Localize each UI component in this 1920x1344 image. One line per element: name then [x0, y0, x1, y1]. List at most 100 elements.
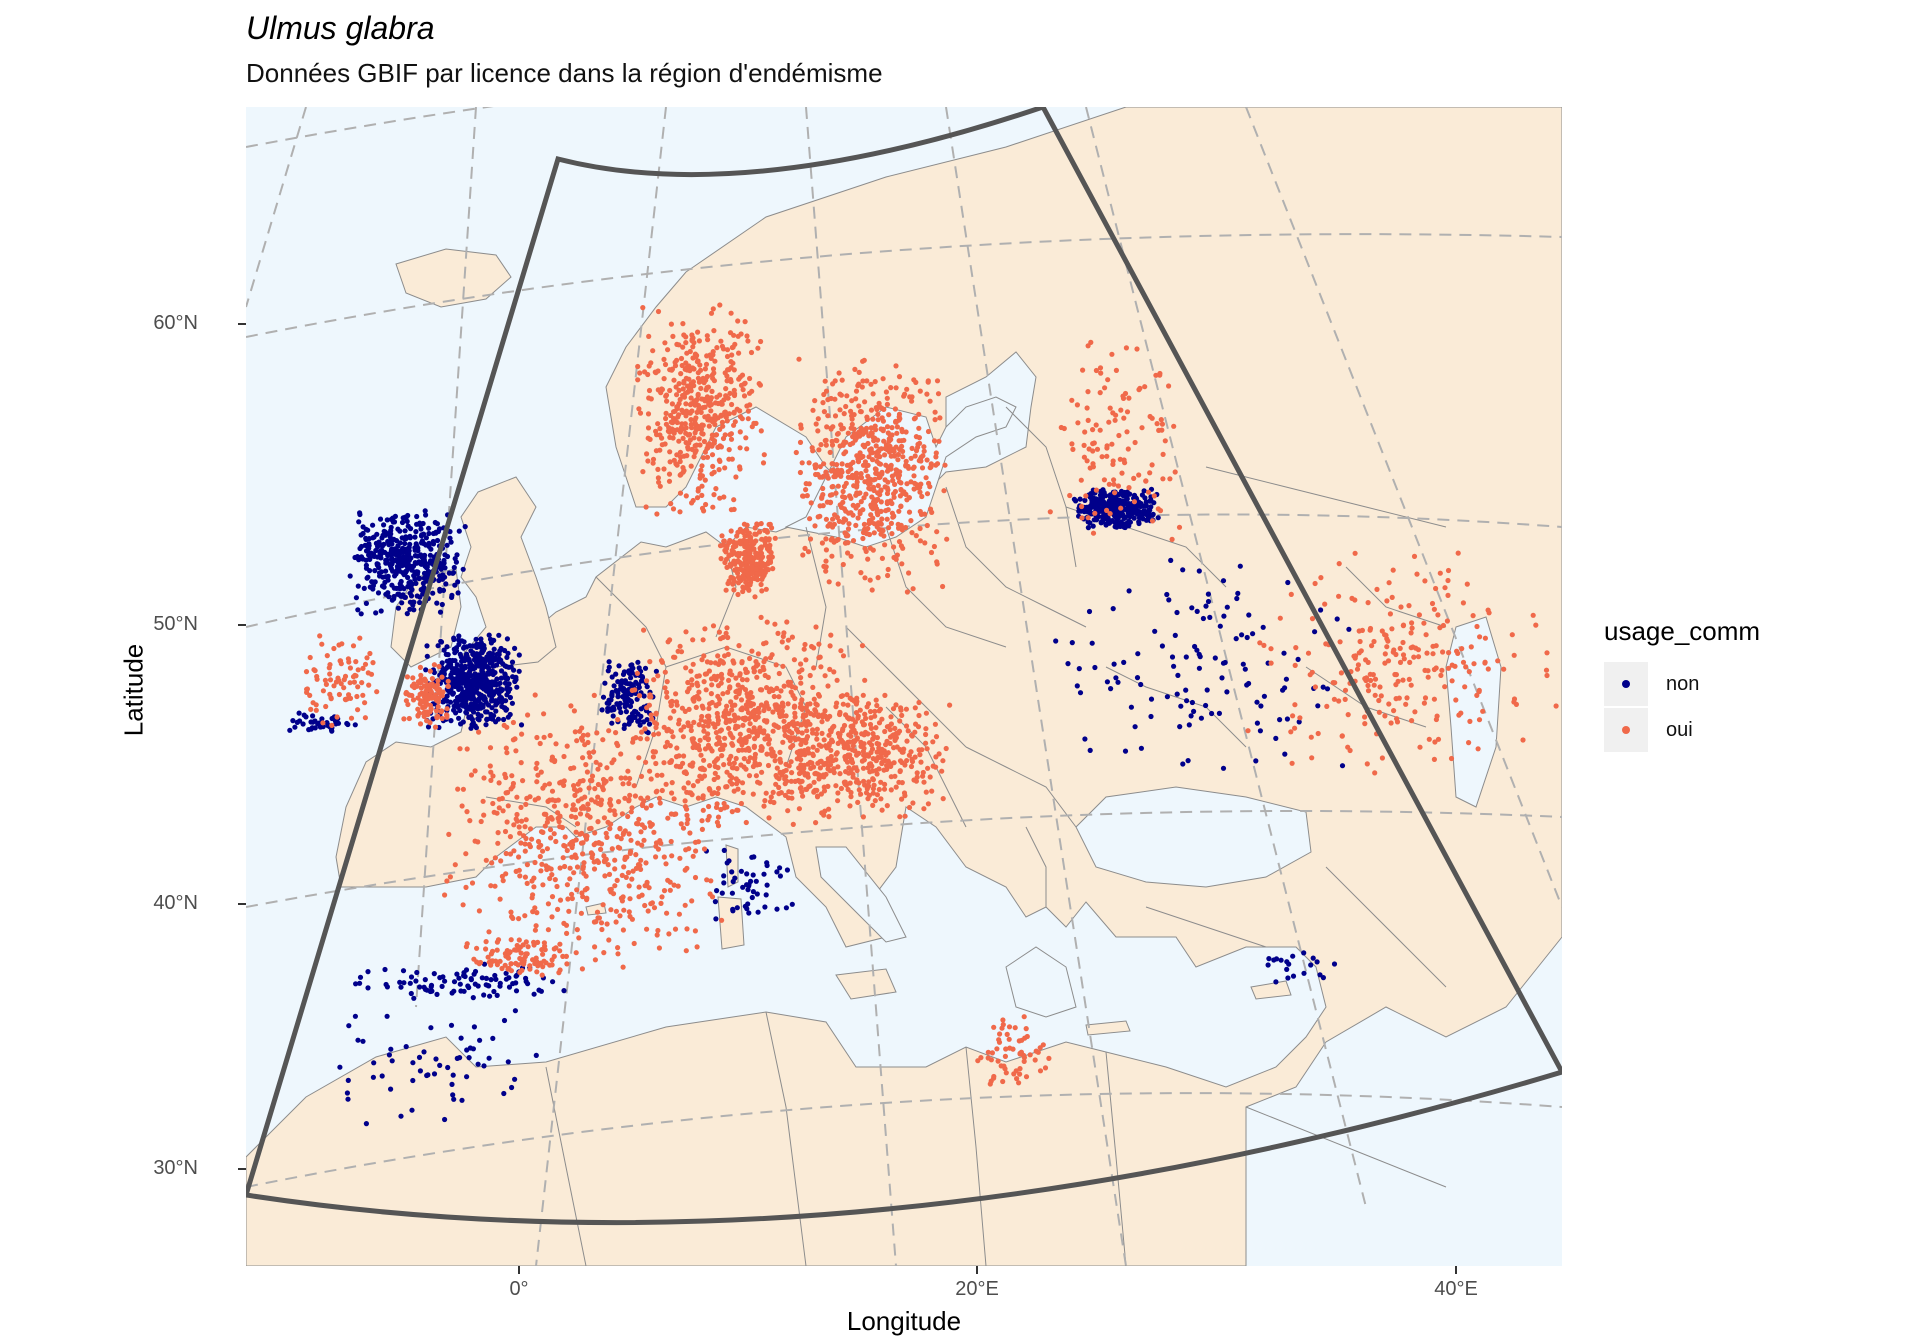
- occurrence-point-non: [513, 988, 520, 994]
- occurrence-point-oui: [821, 391, 827, 398]
- occurrence-point-oui: [659, 894, 665, 900]
- occurrence-point-oui: [745, 565, 751, 571]
- occurrence-point-oui: [805, 719, 811, 725]
- occurrence-point-non: [764, 882, 770, 888]
- occurrence-point-oui: [718, 444, 724, 450]
- occurrence-point-oui: [882, 751, 889, 757]
- occurrence-point-non: [1346, 626, 1352, 632]
- occurrence-point-oui: [719, 753, 725, 759]
- occurrence-point-oui: [569, 891, 575, 897]
- occurrence-point-oui: [846, 521, 852, 527]
- occurrence-point-oui: [347, 680, 353, 686]
- occurrence-point-oui: [525, 712, 531, 718]
- occurrence-point-non: [458, 1035, 464, 1041]
- occurrence-point-oui: [919, 493, 925, 500]
- occurrence-point-oui: [746, 390, 753, 396]
- occurrence-point-non: [622, 679, 628, 686]
- occurrence-point-non: [417, 594, 423, 600]
- occurrence-point-non: [363, 600, 369, 606]
- occurrence-point-oui: [681, 394, 688, 400]
- occurrence-point-oui: [822, 673, 828, 679]
- occurrence-point-oui: [513, 868, 519, 875]
- occurrence-point-non: [398, 578, 404, 585]
- occurrence-point-oui: [825, 783, 831, 790]
- occurrence-point-oui: [731, 549, 737, 555]
- occurrence-point-non: [399, 558, 405, 564]
- occurrence-point-non: [755, 909, 761, 915]
- occurrence-point-oui: [640, 469, 646, 475]
- occurrence-point-oui: [635, 840, 641, 846]
- occurrence-point-non: [412, 534, 418, 540]
- occurrence-point-non: [408, 974, 415, 980]
- occurrence-point-oui: [576, 935, 582, 941]
- occurrence-point-oui: [858, 570, 864, 576]
- occurrence-point-oui: [334, 714, 340, 720]
- occurrence-point-non: [347, 573, 353, 579]
- occurrence-point-oui: [912, 754, 918, 760]
- occurrence-point-oui: [790, 692, 796, 699]
- occurrence-point-non: [518, 722, 525, 728]
- occurrence-point-non: [789, 901, 795, 907]
- occurrence-point-oui: [854, 475, 860, 481]
- occurrence-point-oui: [760, 460, 767, 466]
- occurrence-point-non: [440, 587, 447, 593]
- occurrence-point-oui: [498, 858, 504, 864]
- occurrence-point-non: [434, 521, 440, 527]
- occurrence-point-non: [401, 980, 407, 986]
- occurrence-point-oui: [810, 730, 816, 736]
- occurrence-point-oui: [747, 375, 753, 382]
- occurrence-point-non: [399, 549, 405, 555]
- occurrence-point-oui: [683, 430, 689, 436]
- occurrence-point-oui: [680, 386, 686, 392]
- occurrence-point-oui: [620, 781, 626, 787]
- occurrence-point-oui: [784, 645, 790, 651]
- occurrence-point-oui: [655, 466, 661, 472]
- occurrence-point-oui: [894, 424, 901, 430]
- occurrence-point-oui: [827, 449, 833, 455]
- occurrence-point-oui: [834, 750, 840, 756]
- occurrence-point-oui: [799, 778, 805, 784]
- occurrence-point-oui: [434, 714, 440, 720]
- occurrence-point-oui: [895, 451, 902, 458]
- occurrence-point-non: [389, 561, 395, 567]
- occurrence-point-oui: [728, 753, 734, 759]
- occurrence-point-non: [472, 981, 478, 987]
- occurrence-point-non: [439, 660, 445, 666]
- occurrence-point-oui: [861, 778, 867, 784]
- occurrence-point-oui: [909, 398, 915, 404]
- occurrence-point-oui: [807, 701, 813, 707]
- occurrence-point-oui: [629, 916, 635, 922]
- occurrence-point-oui: [636, 816, 642, 822]
- occurrence-point-oui: [819, 540, 826, 546]
- occurrence-point-oui: [922, 511, 928, 517]
- occurrence-point-non: [1198, 715, 1204, 721]
- occurrence-point-non: [609, 720, 615, 726]
- occurrence-point-oui: [617, 913, 623, 919]
- occurrence-point-non: [355, 583, 361, 589]
- occurrence-point-oui: [912, 480, 918, 486]
- occurrence-point-oui: [721, 800, 727, 807]
- occurrence-point-oui: [807, 536, 814, 542]
- occurrence-point-non: [1301, 970, 1307, 976]
- occurrence-point-non: [397, 979, 403, 985]
- occurrence-point-non: [454, 1055, 460, 1061]
- occurrence-point-oui: [840, 701, 846, 707]
- occurrence-point-oui: [903, 458, 909, 464]
- occurrence-point-oui: [853, 388, 860, 394]
- occurrence-point-non: [638, 678, 645, 684]
- occurrence-point-oui: [618, 751, 624, 757]
- occurrence-point-non: [476, 691, 482, 697]
- occurrence-point-non: [296, 710, 302, 716]
- occurrence-point-oui: [751, 541, 757, 547]
- occurrence-point-oui: [655, 846, 661, 852]
- occurrence-point-non: [754, 891, 760, 897]
- occurrence-point-oui: [788, 759, 794, 765]
- occurrence-point-oui: [670, 333, 676, 339]
- occurrence-point-oui: [869, 768, 876, 774]
- occurrence-point-oui: [902, 762, 908, 768]
- occurrence-point-non: [433, 1056, 439, 1062]
- occurrence-point-oui: [781, 718, 787, 724]
- occurrence-point-oui: [688, 790, 694, 796]
- occurrence-point-oui: [584, 833, 590, 839]
- occurrence-point-oui: [744, 669, 750, 675]
